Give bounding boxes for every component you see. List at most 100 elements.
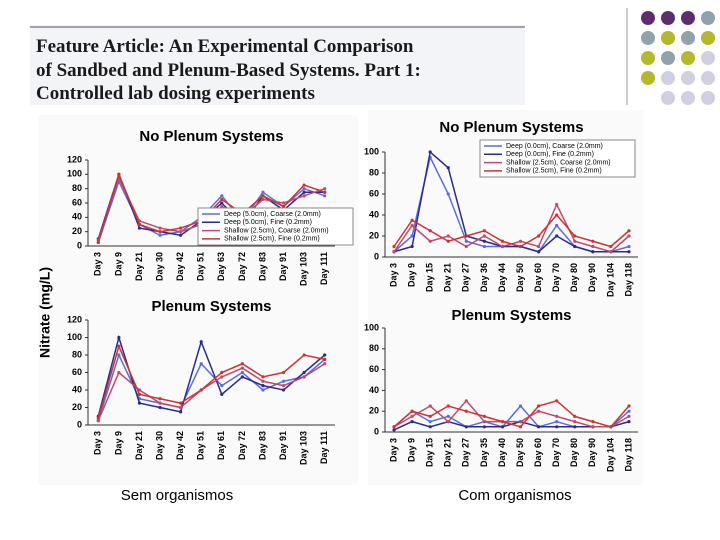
y-tick-label: 100 [67, 169, 82, 179]
point [281, 370, 286, 375]
point [323, 362, 327, 366]
point [323, 190, 327, 194]
point [323, 187, 327, 191]
x-tick-label: Day 90 [587, 438, 597, 467]
y-tick-label: 100 [364, 146, 379, 156]
point [117, 353, 121, 357]
x-tick-label: Day 3 [93, 431, 103, 455]
y-tick-label: 40 [72, 212, 82, 222]
y-tick-label: 20 [369, 230, 379, 240]
y-tick-label: 100 [364, 322, 379, 332]
point [591, 425, 595, 429]
point [446, 192, 450, 196]
legend-label: Shallow (2.5cm), Fine (0.2mm) [224, 236, 320, 243]
legend-box [197, 207, 354, 246]
legend-label: Deep (0.0cm), Fine (0.2mm) [506, 151, 594, 158]
x-tick-label: Day 51 [196, 252, 206, 281]
x-tick-label: Day 42 [175, 431, 185, 460]
point [464, 244, 468, 249]
point [220, 384, 224, 388]
point [482, 414, 486, 418]
y-tick-label: 60 [72, 367, 82, 377]
x-tick-label: Day 9 [406, 263, 416, 287]
x-tick-label: Day 80 [569, 263, 579, 292]
point [302, 187, 306, 191]
x-tick-label: Day 9 [113, 252, 123, 276]
point [555, 234, 559, 238]
x-tick-label: Day 3 [93, 252, 103, 276]
point [261, 388, 265, 392]
series-line [97, 344, 325, 419]
point [464, 234, 468, 238]
point [302, 353, 306, 357]
point [591, 250, 595, 254]
point [410, 244, 414, 249]
point [410, 420, 414, 424]
point [446, 414, 450, 418]
legend-label: Deep (5.0cm), Fine (0.2mm) [224, 219, 312, 226]
x-tick-label: Day 36 [479, 263, 489, 292]
point [240, 370, 244, 375]
y-tick-label: 40 [369, 209, 379, 219]
point [627, 244, 631, 249]
x-tick-label: Day 111 [319, 252, 329, 285]
point [302, 375, 306, 379]
x-tick-label: Day 30 [154, 252, 164, 281]
point [555, 223, 559, 228]
point [117, 370, 121, 375]
point [482, 425, 486, 429]
point [591, 244, 595, 249]
point [302, 194, 306, 198]
x-tick-label: Day 50 [515, 438, 525, 467]
point [158, 397, 162, 401]
x-tick-label: Day 15 [425, 263, 435, 292]
x-tick-label: Day 72 [237, 252, 247, 281]
y-tick-label: 40 [72, 384, 82, 394]
y-tick-label: 0 [77, 240, 82, 250]
point [609, 250, 613, 254]
point [446, 404, 450, 408]
y-tick-label: 0 [374, 426, 379, 436]
point [220, 201, 224, 205]
x-tick-label: Day 21 [134, 431, 144, 460]
point [555, 202, 559, 207]
point [261, 384, 265, 388]
y-tick-label: 80 [369, 167, 379, 177]
point [220, 194, 224, 198]
point [261, 197, 265, 202]
x-tick-label: Day 42 [175, 252, 185, 281]
point [573, 244, 577, 249]
point [137, 226, 142, 230]
point [199, 340, 203, 344]
point [281, 204, 286, 209]
point [482, 244, 486, 249]
x-tick-label: Day 21 [443, 438, 453, 467]
point [410, 223, 414, 228]
point [482, 234, 486, 238]
point [137, 401, 142, 405]
point [158, 405, 162, 410]
point [573, 420, 577, 424]
legend-label: Deep (5.0cm), Coarse (2.0mm) [224, 211, 321, 218]
point [428, 414, 432, 418]
x-tick-label: Day 44 [497, 263, 507, 292]
point [573, 414, 577, 418]
point [573, 234, 577, 238]
series-line [393, 150, 629, 253]
point [261, 190, 265, 194]
y-tick-label: 0 [77, 419, 82, 429]
point [500, 239, 505, 243]
point [446, 239, 450, 243]
x-tick-label: Day 9 [113, 431, 123, 455]
series-line [393, 399, 630, 428]
point [482, 420, 486, 424]
x-tick-label: Day 118 [623, 263, 633, 297]
point [179, 401, 183, 405]
point [446, 234, 450, 238]
y-tick-label: 120 [67, 154, 82, 164]
y-tick-label: 100 [67, 332, 82, 342]
legend-label: Shallow (2.5cm), Coarse (2.0mm) [224, 227, 329, 234]
point [261, 194, 265, 198]
x-tick-label: Day 40 [497, 438, 507, 467]
